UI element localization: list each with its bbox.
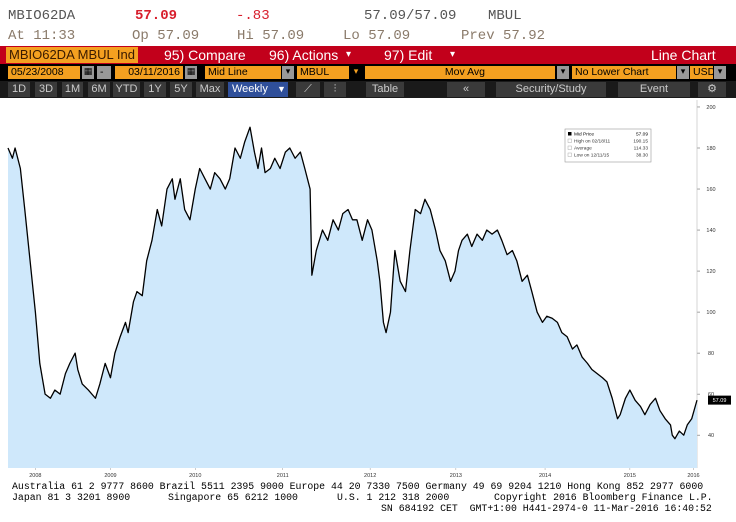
currency[interactable]: USD	[690, 66, 715, 79]
lower-chart[interactable]: No Lower Chart	[572, 66, 676, 79]
legend-value: 57.09	[636, 132, 648, 138]
menu-bar: MBIO62DA MBUL Ind 95) Compare 96) Action…	[0, 46, 736, 64]
legend-box	[564, 128, 652, 163]
x-tick-label: 2013	[450, 473, 462, 479]
edit-menu[interactable]: 97) Edit	[384, 47, 433, 63]
line-icon[interactable]: ⟋	[296, 82, 320, 97]
range-button[interactable]: YTD	[113, 82, 140, 97]
legend-value: 38.30	[636, 153, 648, 159]
x-tick-label: 2015	[624, 473, 636, 479]
dropdown-arrow: ▾	[450, 49, 456, 60]
security-field[interactable]: MBIO62DA MBUL Ind	[6, 47, 138, 63]
overlay[interactable]: Mov Avg	[365, 66, 555, 79]
legend-value: 190.15	[633, 139, 648, 145]
calendar-icon[interactable]: ▦	[82, 66, 94, 79]
legend-value: 114.33	[634, 146, 649, 152]
range-button[interactable]: 6M	[88, 82, 110, 97]
legend-swatch	[567, 138, 572, 143]
table-button[interactable]: Table	[366, 82, 404, 97]
view-title: Line Chart	[651, 47, 716, 63]
range-button[interactable]: 1Y	[144, 82, 166, 97]
x-tick-label: 2010	[189, 473, 201, 479]
y-tick-label: 180	[706, 146, 715, 152]
line-type[interactable]: Mid Line	[205, 66, 281, 79]
dropdown-arrow[interactable]: ▾	[677, 66, 689, 79]
dropdown-arrow: ▼	[275, 82, 288, 97]
last-price: 57.09	[135, 8, 178, 24]
last-price-label: 57.09	[713, 398, 727, 404]
legend-swatch	[567, 145, 572, 150]
range-button[interactable]: 1M	[62, 82, 83, 97]
y-tick-label: 120	[706, 269, 715, 275]
compare-menu[interactable]: 95) Compare	[164, 47, 246, 63]
range-button[interactable]: 1D	[8, 82, 30, 97]
footer-text: SN 684192 CET GMT+1:00 H441-2974-0 11-Ma…	[381, 503, 712, 514]
x-tick-label: 2014	[539, 473, 551, 479]
price-line	[7, 126, 698, 440]
footer-text: Copyright 2016 Bloomberg Finance L.P.	[494, 492, 713, 503]
y-tick-label: 160	[706, 187, 715, 193]
period-button[interactable]: Weekly	[228, 82, 288, 97]
calendar-icon[interactable]: ▦	[185, 66, 197, 79]
back-button[interactable]: «	[447, 82, 485, 97]
footer-text: Singapore 65 6212 1000	[168, 492, 298, 503]
dropdown-arrow[interactable]: ▾	[350, 66, 362, 79]
event-button[interactable]: Event	[618, 82, 690, 97]
price-source[interactable]: MBUL	[297, 66, 349, 79]
date-separator: -	[97, 66, 111, 79]
ticker: MBIO62DA	[8, 8, 76, 24]
y-tick-label: 200	[706, 105, 715, 111]
dropdown-arrow[interactable]: ▾	[714, 66, 726, 79]
source: MBUL	[488, 8, 522, 24]
footer-text: Japan 81 3 3201 8900	[12, 492, 131, 503]
actions-menu[interactable]: 96) Actions	[269, 47, 339, 63]
control-bar: 05/23/2008 ▦ - 03/11/2016 ▦ Mid Line ▾ M…	[0, 64, 736, 81]
y-tick-label: 140	[706, 228, 715, 234]
open: Op 57.09	[132, 28, 200, 44]
x-tick-label: 2012	[364, 473, 376, 479]
time: At 11:33	[8, 28, 76, 44]
dropdown-arrow[interactable]: ▾	[557, 66, 569, 79]
bar-icon[interactable]: ⫶	[324, 82, 346, 97]
prev: Prev 57.92	[461, 28, 546, 44]
low: Lo 57.09	[343, 28, 411, 44]
chart: 40 60 80 100 120 140 160 180 200 2008 2009 2010 2011…	[7, 100, 731, 479]
x-tick-label: 2011	[277, 473, 289, 479]
range-button[interactable]: 5Y	[170, 82, 192, 97]
footer-text: U.S. 1 212 318 2000	[337, 492, 450, 503]
range-button[interactable]: 3D	[35, 82, 57, 97]
x-tick-label: 2016	[687, 473, 699, 479]
toolbar: Weekly ▼ ⟋ ⫶ Table « Security/Study Even…	[0, 81, 736, 98]
legend-label: High on 02/18/11	[574, 139, 611, 145]
legend-label: Average	[574, 146, 592, 152]
x-tick-label: 2009	[104, 473, 116, 479]
high: Hi 57.09	[237, 28, 305, 44]
legend-swatch	[567, 152, 572, 157]
legend-swatch	[568, 132, 572, 136]
settings-button[interactable]: ⚙	[698, 82, 726, 97]
y-tick-label: 60	[708, 392, 714, 398]
area	[8, 127, 697, 469]
range-button[interactable]: Max	[196, 82, 224, 97]
legend-label: Low on 12/11/15	[574, 153, 609, 159]
y-tick-label: 100	[706, 310, 715, 316]
last-price-tag	[708, 395, 731, 405]
y-tick-label: 40	[708, 433, 714, 439]
bid-ask: 57.09/57.09	[364, 8, 457, 24]
y-tick-label: 80	[708, 351, 714, 357]
study-button[interactable]: Security/Study	[496, 82, 606, 97]
dropdown-arrow[interactable]: ▾	[282, 66, 294, 79]
x-tick-label: 2008	[29, 473, 41, 479]
end-date[interactable]: 03/11/2016	[115, 66, 183, 79]
start-date[interactable]: 05/23/2008	[8, 66, 80, 79]
change: -.83	[236, 8, 270, 24]
dropdown-arrow: ▾	[346, 49, 352, 60]
legend-label: Mid Price	[574, 132, 594, 138]
footer-text: Australia 61 2 9777 8600 Brazil 5511 239…	[12, 481, 704, 492]
